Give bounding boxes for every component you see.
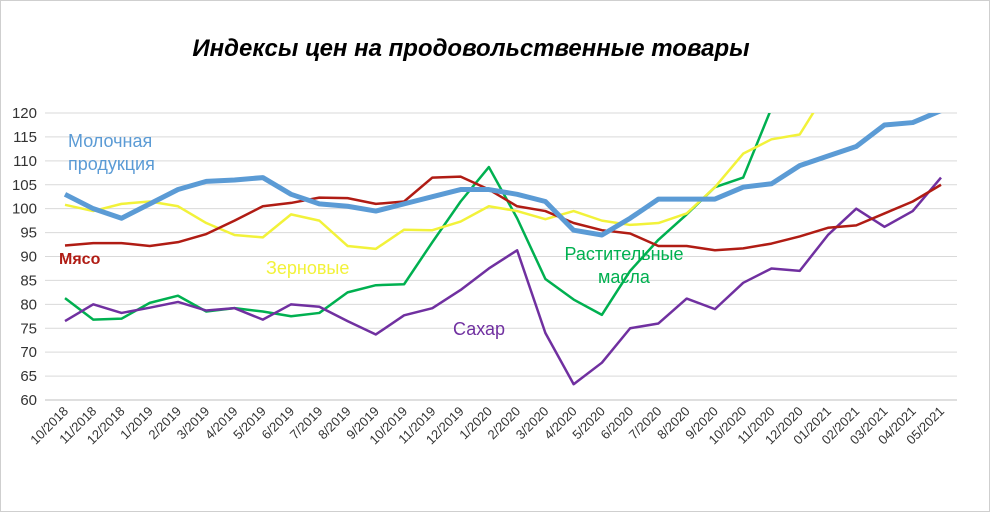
series-label: Сахар [453,319,506,339]
series-label: Зерновые [266,258,350,278]
y-tick-label: 110 [13,153,37,170]
series-label: Мясо [59,251,101,268]
y-tick-label: 115 [13,129,37,146]
series-line [64,175,942,252]
y-tick-label: 95 [20,225,37,242]
y-tick-label: 80 [20,296,37,313]
y-tick-label: 75 [20,320,37,337]
y-tick-label: 90 [20,249,37,266]
y-tick-label: 100 [12,201,37,218]
y-tick-label: 70 [20,344,37,361]
series-label: Молочная продукция [68,131,155,174]
series-line [64,176,942,386]
y-tick-label: 60 [20,392,37,409]
y-tick-label: 105 [12,177,37,194]
y-tick-label: 120 [12,105,37,122]
chart-title: Индексы цен на продовольственные товары [192,35,750,62]
y-tick-label: 85 [20,272,37,289]
series-line [63,113,942,238]
y-tick-label: 65 [20,368,37,385]
series-label: Растительные масла [564,244,684,287]
